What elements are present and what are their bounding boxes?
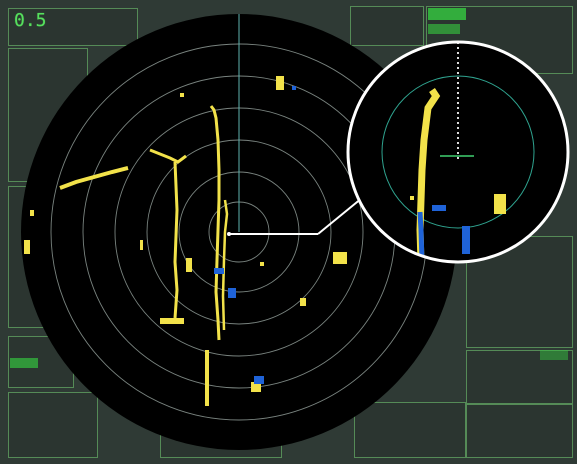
echo-spot-l [24, 240, 30, 254]
echo-spot-g [260, 262, 264, 266]
bottom-right-panel[interactable] [354, 402, 466, 458]
echo-blue-b [228, 288, 236, 298]
echo-coastline [209, 105, 221, 341]
inset-echo-blue-b [462, 226, 470, 254]
top-right-panel-a[interactable] [350, 6, 424, 46]
echo-spot-h [300, 298, 306, 306]
echo-spot-e [160, 318, 184, 324]
right-highlight [540, 350, 568, 360]
inset-echo-spot [494, 194, 506, 214]
echo-blue-c [254, 376, 264, 384]
radar-echoes [24, 76, 402, 406]
inset-range-ring [381, 75, 535, 229]
own-ship-marker [227, 232, 231, 236]
echo-upper-left [149, 148, 187, 164]
echo-spot-c [140, 240, 143, 250]
range-readout: 0.5 [14, 10, 47, 31]
echo-spot-a [276, 76, 284, 90]
echo-spot-i [205, 350, 209, 406]
left-bottom-panel[interactable] [8, 392, 98, 458]
echo-spot-j [251, 382, 261, 392]
zoom-inset[interactable] [346, 40, 570, 264]
echo-spot-b [180, 93, 184, 97]
echo-blue-d [292, 86, 296, 90]
right-bottom-panel[interactable] [466, 404, 573, 458]
range-panel[interactable] [8, 8, 138, 46]
echo-pier [221, 199, 229, 331]
inset-echo-blue-a [417, 211, 425, 262]
echo-spot-d [186, 258, 192, 272]
echo-spot-f [333, 252, 347, 264]
top-right-highlight-2 [428, 24, 460, 34]
echo-blue-a [214, 268, 224, 274]
inset-border [346, 40, 570, 264]
top-right-highlight [428, 8, 466, 20]
echo-left-structure [173, 161, 179, 319]
echo-spot-k [30, 210, 34, 216]
left-highlight [10, 358, 38, 368]
inset-leader-line-diag [317, 197, 363, 235]
inset-echo-dot [410, 196, 414, 200]
echo-diagonal-streak [59, 166, 129, 190]
inset-echo-blue-c [432, 205, 446, 211]
